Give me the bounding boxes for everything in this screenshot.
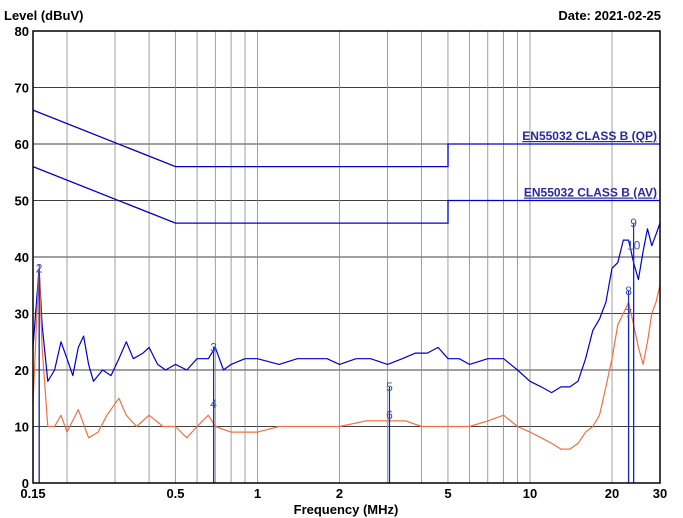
y-tick-label: 30 xyxy=(15,307,29,322)
plot-frame xyxy=(32,30,661,484)
y-tick-label: 50 xyxy=(15,194,29,209)
x-axis-label: Frequency (MHz) xyxy=(294,502,399,517)
x-tick-label: 10 xyxy=(523,486,537,501)
y-tick-label: 40 xyxy=(15,250,29,265)
x-tick-label: 20 xyxy=(605,486,619,501)
y-tick-label: 10 xyxy=(15,420,29,435)
marker-label: 10 xyxy=(627,239,641,253)
x-tick-label: 0.5 xyxy=(166,486,184,501)
y-tick-label: 0 xyxy=(22,476,29,491)
x-tick-label: 5 xyxy=(444,486,451,501)
limit-line xyxy=(32,109,660,168)
grid xyxy=(33,30,660,484)
date-label: Date: 2021-02-25 xyxy=(558,8,661,23)
limit-lines: EN55032 CLASS B (QP) EN55032 CLASS B (AV) xyxy=(32,109,660,224)
marker-label: 9 xyxy=(630,216,637,230)
marker-label: 5 xyxy=(386,380,393,394)
series-line xyxy=(32,267,661,450)
y-tick-label: 70 xyxy=(15,81,29,96)
y-tick-label: 20 xyxy=(15,363,29,378)
x-tick-label: 1 xyxy=(254,486,261,501)
marker-label: 1 xyxy=(36,261,43,275)
y-tick-label: 80 xyxy=(15,24,29,39)
limit-label: EN55032 CLASS B (AV) xyxy=(524,186,657,200)
y-tick-label: 60 xyxy=(15,137,29,152)
marker-label: 7 xyxy=(625,307,632,321)
series-line xyxy=(32,222,661,394)
x-tick-label: 2 xyxy=(336,486,343,501)
marker-label: 6 xyxy=(386,408,393,422)
limit-label: EN55032 CLASS B (QP) xyxy=(522,129,657,143)
marker-label: 4 xyxy=(210,397,217,411)
markers: 23456891017 xyxy=(36,216,641,483)
data-series xyxy=(32,222,661,450)
marker-label: 8 xyxy=(625,284,632,298)
y-axis-label: Level (dBuV) xyxy=(4,8,83,23)
x-tick-label: 30 xyxy=(653,486,667,501)
marker-label: 3 xyxy=(210,340,217,354)
tick-labels: 0 10 20 30 40 50 60 70 80 0.15 0.5 1 2 5 10 20 30 xyxy=(15,24,668,501)
x-tick-label: 0.15 xyxy=(20,486,45,501)
limit-line xyxy=(32,165,660,224)
